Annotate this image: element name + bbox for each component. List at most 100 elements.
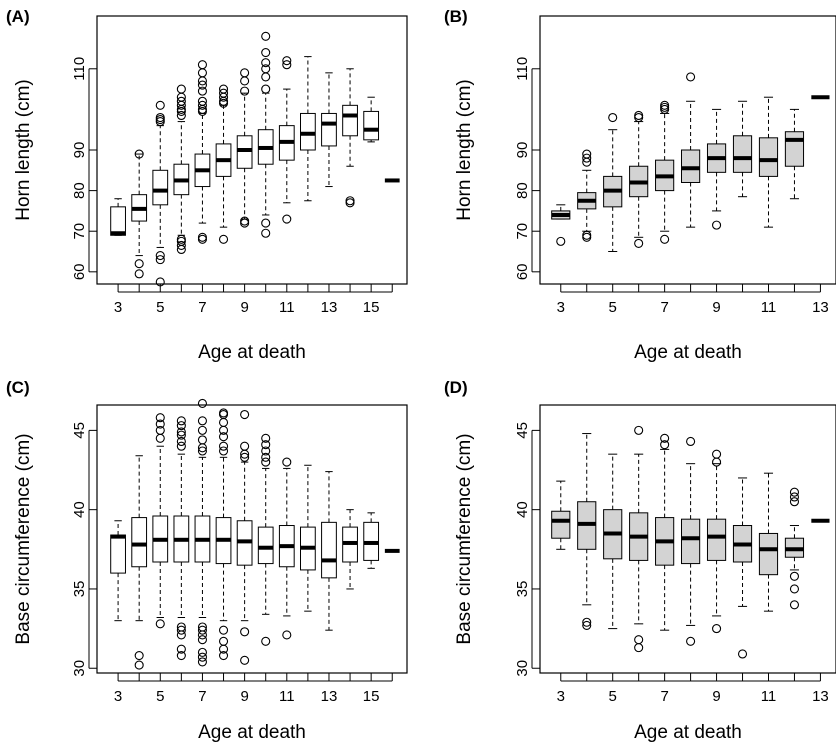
outlier-point <box>240 68 250 78</box>
y-axis-title: Horn length (cm) <box>13 79 34 221</box>
box-age-6 <box>629 110 649 248</box>
outlier-point <box>197 416 207 426</box>
x-tick-label: 5 <box>156 688 164 705</box>
box-age-14 <box>342 509 358 590</box>
outlier-point <box>197 446 207 456</box>
outlier-point <box>155 433 165 443</box>
outlier-point <box>582 620 592 630</box>
outlier-point <box>282 630 292 640</box>
outlier-point <box>176 630 186 640</box>
outlier-point <box>176 644 186 654</box>
outlier-point <box>176 240 186 250</box>
outlier-point <box>240 76 250 86</box>
outlier-point <box>155 419 165 429</box>
outlier-point <box>634 643 644 653</box>
x-tick-label: 13 <box>321 688 338 705</box>
x-tick-label: 5 <box>609 688 617 705</box>
outlier-point <box>634 635 644 645</box>
box-iqr <box>551 510 571 539</box>
outlier-point <box>176 436 186 447</box>
outlier-point <box>176 441 186 451</box>
box-age-10 <box>257 433 274 646</box>
x-tick-label: 13 <box>812 299 829 316</box>
box-age-13 <box>321 72 337 188</box>
outlier-point <box>240 655 250 665</box>
x-tick-label: 7 <box>198 299 206 316</box>
outlier-point <box>197 657 207 667</box>
x-tick-label: 9 <box>240 299 248 316</box>
outlier-point <box>240 409 250 420</box>
y-tick-label: 60 <box>514 263 531 280</box>
outlier-point <box>261 440 271 450</box>
x-tick-label: 9 <box>712 299 720 316</box>
box-age-8 <box>215 408 232 661</box>
outlier-point <box>197 60 207 70</box>
outlier-point <box>134 660 144 670</box>
x-tick-label: 3 <box>114 688 122 705</box>
plot-frame <box>539 404 836 674</box>
outlier-point <box>176 625 186 635</box>
outlier-point <box>789 600 800 610</box>
box-age-9 <box>236 68 253 228</box>
y-tick-label: 90 <box>71 142 88 159</box>
y-tick-label: 30 <box>71 660 88 677</box>
outlier-point <box>155 277 165 287</box>
outlier-point <box>261 228 271 238</box>
outlier-point <box>218 417 229 427</box>
y-tick-label: 80 <box>514 182 531 199</box>
y-tick-label: 60 <box>71 263 88 280</box>
box-iqr <box>363 110 380 141</box>
outlier-point <box>660 433 670 443</box>
y-tick-label: 30 <box>514 660 531 677</box>
outlier-point <box>634 425 644 435</box>
outlier-point <box>261 31 271 41</box>
box-age-15 <box>363 96 380 143</box>
outlier-point <box>218 446 229 456</box>
outlier-point <box>197 80 207 90</box>
outlier-point <box>660 100 670 110</box>
box-age-7 <box>655 433 675 631</box>
box-iqr <box>110 206 126 236</box>
box-age-13 <box>321 471 337 631</box>
y-tick-label: 80 <box>71 182 88 199</box>
outlier-point <box>261 72 271 82</box>
outlier-point <box>261 218 271 228</box>
outlier-point <box>789 584 800 594</box>
outlier-point <box>197 635 207 645</box>
outlier-point <box>155 251 165 261</box>
outlier-point <box>197 425 207 435</box>
box-iqr <box>342 104 358 137</box>
outlier-point <box>176 416 186 426</box>
outlier-point <box>134 269 144 279</box>
outlier-point <box>176 84 186 94</box>
box-iqr <box>321 112 337 147</box>
box-age-4 <box>131 149 148 279</box>
outlier-point <box>218 441 229 451</box>
outlier-point <box>176 427 186 437</box>
box-iqr <box>131 517 148 568</box>
outlier-point <box>686 72 696 82</box>
outlier-point <box>218 234 229 244</box>
outlier-point <box>261 433 271 443</box>
outlier-point <box>218 625 229 635</box>
outlier-point <box>712 449 722 459</box>
box-iqr <box>732 135 753 173</box>
outlier-point <box>556 236 566 246</box>
outlier-point <box>582 230 592 240</box>
box-iqr <box>257 526 274 565</box>
y-tick-label: 70 <box>71 223 88 240</box>
outlier-point <box>218 84 229 94</box>
x-tick-label: 11 <box>761 299 777 316</box>
outlier-point <box>176 421 186 431</box>
box-iqr <box>300 112 316 151</box>
outlier-point <box>134 651 144 661</box>
x-tick-label: 3 <box>557 299 565 316</box>
outlier-point <box>789 571 800 581</box>
y-tick-label: 45 <box>514 422 531 439</box>
box-iqr <box>784 131 805 167</box>
outlier-point <box>197 625 207 635</box>
outlier-point <box>197 398 207 408</box>
outlier-point <box>261 636 271 646</box>
x-tick-label: 15 <box>363 299 380 316</box>
panel-a: (A) 60 70 80 90 110 3 5 7 9 11 13 15 Age at death Horn… <box>6 7 408 363</box>
